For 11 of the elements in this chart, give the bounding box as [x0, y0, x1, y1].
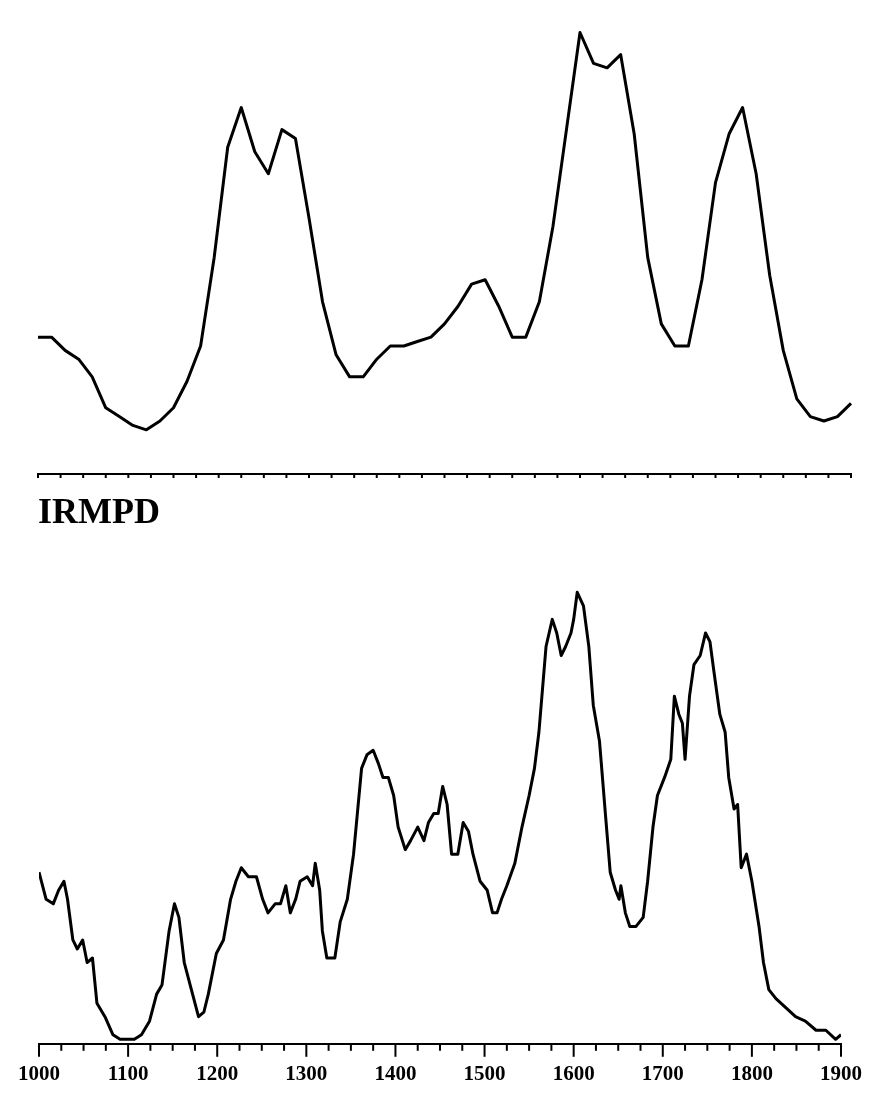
- x-tick-label: 1300: [285, 1060, 328, 1085]
- x-tick-label: 1700: [641, 1060, 684, 1085]
- x-tick-label: 1800: [730, 1060, 773, 1085]
- x-tick-label: 1000: [18, 1060, 60, 1085]
- x-tick-label: 1100: [107, 1060, 149, 1085]
- x-tick-label: 1400: [374, 1060, 417, 1085]
- x-tick-label: 1200: [196, 1060, 239, 1085]
- x-tick-label: 1500: [463, 1060, 506, 1085]
- chart-title: IRMPD: [38, 490, 160, 531]
- x-tick-label: 1900: [820, 1060, 862, 1085]
- x-tick-label: 1600: [552, 1060, 595, 1085]
